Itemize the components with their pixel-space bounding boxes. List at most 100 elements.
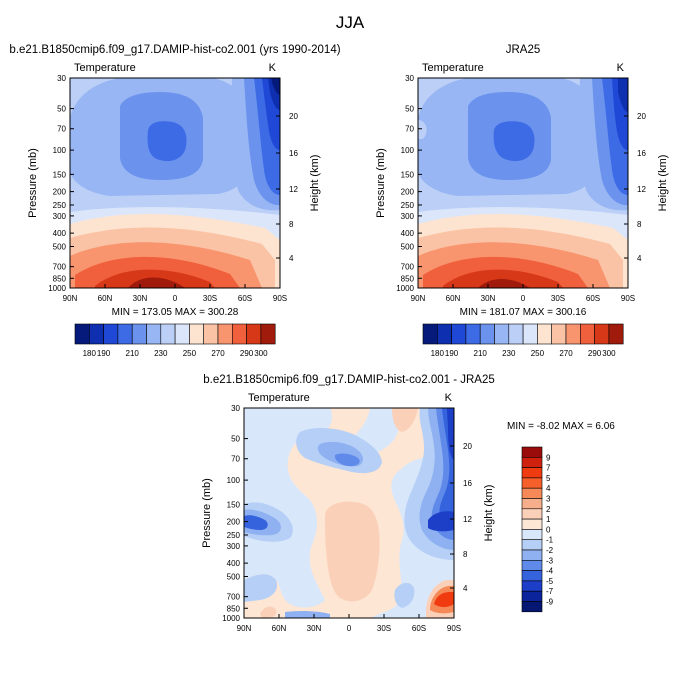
colorbar-box [217, 323, 233, 345]
colorbar-box [174, 323, 190, 345]
contour-band [478, 279, 530, 288]
colorbar-box [160, 323, 176, 345]
contour-band [334, 453, 360, 467]
panel-model: b.e21.B1850cmip6.f09_g17.DAMIP-hist-co2.… [9, 44, 340, 358]
y-right-tick-label: 4 [463, 584, 468, 593]
colorbar-box [508, 323, 524, 345]
contour-band [443, 269, 563, 288]
y-right-tick-label: 20 [637, 112, 646, 121]
colorbar-label: 250 [531, 349, 545, 358]
panel-model-ylabel-right: Height (km) [309, 155, 321, 212]
y-tick-label: 70 [57, 125, 66, 134]
colorbar-label: 230 [502, 349, 516, 358]
y-right-tick-label: 16 [463, 479, 472, 488]
colorbar-box [232, 323, 247, 345]
contour-band [244, 408, 332, 608]
colorbar-box [521, 529, 543, 541]
y-right-tick-label: 12 [463, 515, 472, 524]
panel-diff-title: b.e21.B1850cmip6.f09_g17.DAMIP-hist-co2.… [203, 374, 495, 386]
y-tick-label: 70 [405, 125, 414, 134]
colorbar-label: -7 [546, 587, 554, 596]
x-tick-label: 90N [411, 294, 426, 303]
panel-obs-colorbar: 180 190 210 230 250 270 290 300 [422, 323, 624, 358]
y-tick-label: 30 [405, 74, 414, 83]
y-tick-label: 850 [53, 274, 67, 283]
colorbar-box [260, 323, 276, 345]
colorbar-box [579, 323, 595, 345]
colorbar-box [436, 323, 452, 345]
colorbar-box [103, 323, 119, 345]
colorbar-label: 210 [474, 349, 488, 358]
colorbar-label: 290 [240, 349, 254, 358]
contour-band [271, 78, 280, 95]
x-tick-label: 90S [447, 624, 461, 633]
colorbar-box [117, 323, 133, 345]
y-tick-label: 150 [53, 170, 67, 179]
colorbar-box [551, 323, 567, 345]
colorbar-label: 3 [546, 495, 551, 504]
colorbar-box [521, 601, 543, 613]
y-right-tick-label: 16 [289, 149, 298, 158]
colorbar-box [521, 570, 543, 582]
x-tick-label: 30S [551, 294, 565, 303]
panel-diff-variable-label: Temperature [248, 392, 310, 404]
contour-band [260, 606, 277, 618]
contour-band [325, 501, 380, 602]
x-tick-label: 60N [98, 294, 113, 303]
panel-model-ylabel: Pressure (mb) [27, 148, 39, 218]
colorbar-box [521, 518, 543, 530]
colorbar-box [74, 323, 90, 345]
colorbar-box [594, 323, 610, 345]
panel-obs-stats: MIN = 181.07 MAX = 300.16 [460, 307, 587, 318]
x-tick-label: 60N [272, 624, 287, 633]
colorbar-box [189, 323, 204, 345]
panel-obs-plot-area [418, 78, 628, 288]
colorbar-label: 190 [445, 349, 459, 358]
x-tick-label: 0 [173, 294, 178, 303]
y-tick-label: 400 [401, 229, 415, 238]
y-tick-label: 250 [227, 531, 241, 540]
colorbar-box [422, 323, 438, 345]
colorbar-label: 300 [602, 349, 616, 358]
y-tick-label: 150 [401, 170, 415, 179]
x-tick-label: 30N [481, 294, 496, 303]
panel-model-stats: MIN = 173.05 MAX = 300.28 [112, 307, 239, 318]
x-tick-label: 30N [307, 624, 322, 633]
panel-diff-stats: MIN = -8.02 MAX = 6.06 [507, 421, 615, 432]
y-tick-label: 250 [53, 201, 67, 210]
y-tick-label: 200 [53, 188, 67, 197]
y-right-tick-label: 20 [463, 442, 472, 451]
contour-band [394, 582, 415, 608]
colorbar-box [521, 590, 543, 602]
colorbar-label: 250 [183, 349, 197, 358]
page-title: JJA [336, 13, 365, 32]
contour-band [285, 610, 330, 618]
panel-diff-ylabel-right: Height (km) [483, 485, 495, 542]
colorbar-label: 270 [211, 349, 225, 358]
y-tick-label: 250 [401, 201, 415, 210]
y-tick-label: 300 [227, 542, 241, 551]
y-tick-label: 50 [405, 105, 414, 114]
y-tick-label: 500 [53, 242, 67, 251]
colorbar-label: 290 [588, 349, 602, 358]
colorbar-box [521, 487, 543, 499]
contour-band [244, 515, 268, 530]
colorbar-label: 230 [154, 349, 168, 358]
colorbar-box [203, 323, 219, 345]
contour-band [147, 121, 187, 162]
colorbar-label: 9 [546, 453, 551, 462]
y-tick-label: 400 [227, 559, 241, 568]
colorbar-label: 7 [546, 464, 551, 473]
y-right-tick-label: 8 [637, 220, 642, 229]
panel-diff: b.e21.B1850cmip6.f09_g17.DAMIP-hist-co2.… [201, 374, 615, 633]
y-right-tick-label: 16 [637, 149, 646, 158]
panel-model-plot-area [70, 78, 280, 288]
colorbar-box [479, 323, 495, 345]
y-tick-label: 700 [53, 263, 67, 272]
colorbar-label: -3 [546, 556, 554, 565]
x-tick-label: 90N [237, 624, 252, 633]
colorbar-box [451, 323, 467, 345]
panel-diff-plot-area [244, 408, 454, 618]
